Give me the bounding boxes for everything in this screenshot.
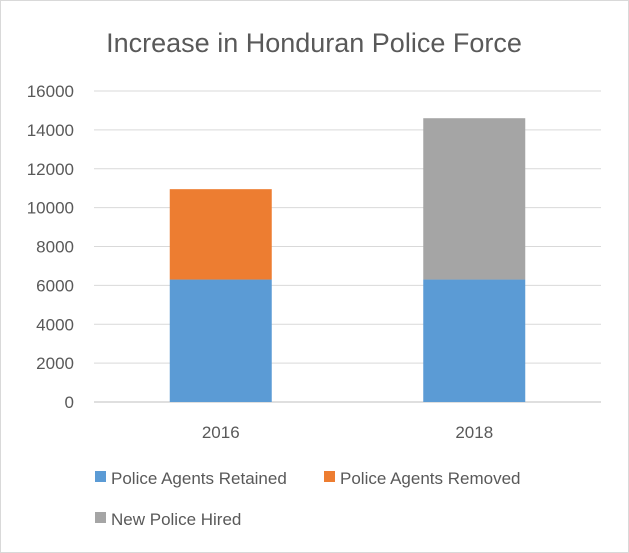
y-axis: 0 2000 4000 6000 8000 10000 12000 14000 16000 bbox=[27, 82, 74, 412]
bar-2018-police-agents-retained bbox=[423, 279, 526, 402]
bar-2016-police-agents-retained bbox=[169, 279, 272, 402]
y-tick-label-10000: 10000 bbox=[27, 199, 74, 218]
legend-swatch-new bbox=[95, 512, 106, 523]
chart-title: Increase in Honduran Police Force bbox=[106, 28, 522, 58]
legend-label-retained: Police Agents Retained bbox=[111, 469, 287, 488]
bar-2018-new-police-hired bbox=[423, 118, 526, 280]
bar-2016-police-agents-removed bbox=[169, 189, 272, 280]
y-tick-label-14000: 14000 bbox=[27, 121, 74, 140]
x-axis: 2016 2018 bbox=[202, 423, 493, 442]
x-tick-label-2018: 2018 bbox=[455, 423, 493, 442]
legend-label-removed: Police Agents Removed bbox=[340, 469, 521, 488]
legend-swatch-removed bbox=[324, 471, 335, 482]
y-tick-label-8000: 8000 bbox=[36, 238, 74, 257]
y-tick-label-2000: 2000 bbox=[36, 354, 74, 373]
y-tick-label-16000: 16000 bbox=[27, 82, 74, 101]
y-tick-label-0: 0 bbox=[65, 393, 74, 412]
legend: Police Agents Retained Police Agents Rem… bbox=[95, 469, 521, 529]
legend-label-new: New Police Hired bbox=[111, 510, 241, 529]
y-tick-label-12000: 12000 bbox=[27, 160, 74, 179]
legend-swatch-retained bbox=[95, 471, 106, 482]
bars bbox=[169, 118, 526, 402]
y-tick-label-4000: 4000 bbox=[36, 315, 74, 334]
x-tick-label-2016: 2016 bbox=[202, 423, 240, 442]
y-tick-label-6000: 6000 bbox=[36, 276, 74, 295]
